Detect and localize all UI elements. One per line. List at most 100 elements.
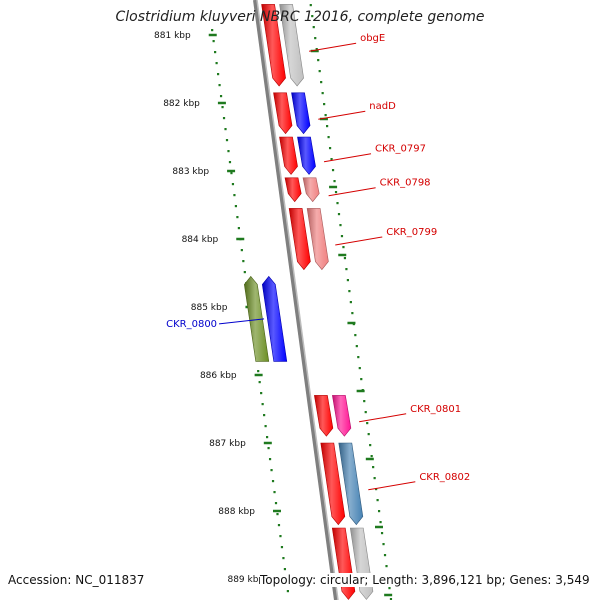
ruler-dot: [280, 546, 284, 549]
accession-text: Accession: NC_011837: [8, 573, 145, 587]
ruler-dot: [240, 249, 243, 252]
ruler-dot: [385, 565, 388, 568]
gene-arrow: [320, 442, 346, 526]
ruler-dot: [211, 29, 214, 32]
gene-label: CKR_0802: [419, 472, 470, 483]
ruler-dot: [334, 191, 338, 194]
ruler-dot: [326, 125, 329, 128]
ruler-dot: [379, 521, 382, 524]
ruler-dot: [243, 271, 246, 274]
ruler-dot: [222, 117, 226, 120]
ruler-dot: [348, 290, 351, 293]
ruler-dot: [328, 147, 332, 150]
ruler-dot: [367, 433, 370, 436]
gene-partner-arrow: [332, 395, 352, 437]
gene-leader-line: [218, 318, 265, 325]
ruler-dot: [276, 513, 279, 516]
ruler-dot: [282, 557, 285, 560]
ruler-dot: [227, 150, 230, 153]
ruler-tick-label: 882 kbp: [163, 99, 200, 109]
ruler-dot: [320, 81, 323, 84]
ruler-dot: [373, 477, 376, 480]
gene-partner-arrow: [279, 4, 304, 87]
ruler-dot: [224, 128, 227, 131]
ruler-dot: [318, 70, 321, 73]
ruler-dot: [369, 444, 372, 447]
ruler-dot: [263, 414, 266, 417]
ruler-dot: [317, 59, 320, 62]
ruler-dot: [354, 334, 357, 337]
ruler-dot: [212, 40, 215, 43]
ruler-dot: [357, 356, 360, 359]
ruler-dot: [231, 183, 235, 186]
ruler-dot: [274, 502, 278, 505]
ruler-dot: [363, 400, 366, 403]
gene-arrow: [261, 4, 286, 87]
gene-arrow: [279, 136, 298, 175]
gene-label: obgE: [360, 33, 385, 44]
ruler-dot: [314, 37, 317, 40]
backbone-line: [253, 0, 338, 601]
gene-leader-line: [328, 187, 376, 197]
ruler-dot: [345, 268, 348, 271]
ruler-dot: [377, 510, 381, 513]
gene-leader-line: [359, 413, 407, 423]
gene-arrow: [314, 395, 334, 437]
ruler-tick-label: 886 kbp: [200, 371, 237, 381]
gene-arrow: [273, 92, 293, 135]
ruler-dot: [286, 590, 289, 593]
ruler-dot: [342, 246, 345, 249]
gene-label: CKR_0800: [166, 319, 217, 330]
ruler-dot: [380, 532, 384, 535]
ruler-dot: [215, 62, 218, 65]
ruler-dot: [372, 466, 375, 469]
ruler-tick-label: 885 kbp: [191, 303, 228, 313]
ruler-tick-label: 881 kbp: [154, 31, 191, 41]
ruler-dot: [327, 136, 330, 139]
ruler-dot: [349, 301, 352, 304]
ruler-dot: [388, 587, 391, 590]
ruler-dot: [330, 158, 333, 161]
ruler-dot: [261, 403, 264, 406]
gene-arrow: [288, 208, 311, 271]
ruler-dot: [339, 224, 342, 227]
gene-label: CKR_0797: [375, 144, 426, 155]
gene-arrow: [261, 275, 288, 362]
ruler-tick-label: 883 kbp: [172, 167, 209, 177]
ruler-dot: [343, 257, 347, 260]
ruler-dot: [340, 235, 344, 238]
topology-summary: Topology: circular; Length: 3,896,121 bp…: [260, 573, 590, 587]
ruler-dot: [221, 106, 224, 109]
ruler-dot: [228, 161, 232, 164]
ruler-dot: [346, 279, 349, 282]
ruler-dot: [383, 554, 387, 557]
ruler-dot: [333, 180, 336, 183]
ruler-dot: [355, 345, 358, 348]
ruler-dot: [233, 194, 236, 197]
ruler-dot: [264, 425, 267, 428]
ruler-dot: [277, 524, 281, 527]
ruler-tick-label: 889 kbp: [227, 575, 264, 585]
ruler-dot: [258, 381, 261, 384]
ruler-dot: [331, 169, 335, 172]
ruler-dot: [234, 205, 238, 208]
ruler-dot: [268, 458, 272, 461]
ruler-dot: [214, 51, 217, 54]
ruler-dot: [321, 92, 324, 95]
gene-leader-line: [309, 42, 357, 52]
ruler-dot: [236, 216, 239, 219]
gene-leader-line: [318, 110, 366, 120]
ruler-dot: [358, 367, 361, 370]
ruler-dot: [267, 447, 270, 450]
ruler-dot: [382, 543, 385, 546]
ruler-dot: [219, 95, 223, 98]
gene-leader-line: [323, 153, 372, 163]
gene-leader-line: [335, 236, 383, 246]
ruler-dot: [312, 26, 315, 29]
ruler-dot: [336, 202, 339, 205]
ruler-dot: [283, 568, 287, 571]
gene-label: CKR_0798: [380, 178, 431, 189]
ruler-tick-label: 887 kbp: [209, 439, 246, 449]
ruler-dot: [273, 491, 276, 494]
genome-title: Clostridium kluyveri NBRC 12016, complet…: [115, 9, 485, 25]
